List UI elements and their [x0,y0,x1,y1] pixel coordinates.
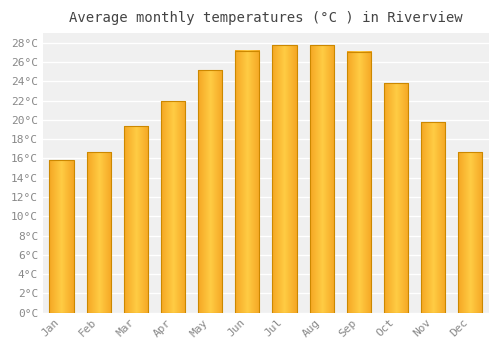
Bar [347,51,371,313]
Bar [236,50,260,313]
Bar [384,83,408,313]
Bar [198,70,222,313]
Title: Average monthly temperatures (°C ) in Riverview: Average monthly temperatures (°C ) in Ri… [69,11,462,25]
Bar [161,101,185,313]
Bar [50,160,74,313]
Bar [310,45,334,313]
Bar [421,122,445,313]
Bar [124,126,148,313]
Bar [272,45,296,313]
Bar [86,152,111,313]
Bar [458,152,482,313]
